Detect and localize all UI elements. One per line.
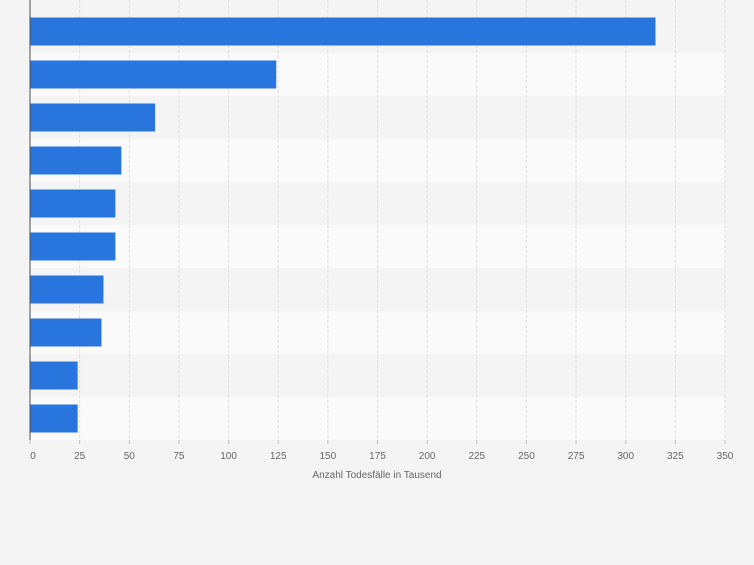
x-tick-label: 225 <box>468 451 485 462</box>
x-axis-title: Anzahl Todesfälle in Tausend <box>312 470 441 481</box>
x-tick-label: 250 <box>518 451 535 462</box>
x-tick-label: 0 <box>30 451 36 462</box>
bar <box>30 232 116 261</box>
x-tick-label: 150 <box>320 451 337 462</box>
x-tick-label: 275 <box>568 451 585 462</box>
x-tick-label: 25 <box>74 451 86 462</box>
bar <box>30 318 102 347</box>
bar <box>30 17 656 46</box>
bar <box>30 103 156 132</box>
row-band <box>30 397 725 440</box>
bars <box>30 17 656 433</box>
gridlines <box>79 0 726 440</box>
x-tick-label: 175 <box>369 451 386 462</box>
row-band <box>30 268 725 311</box>
bar <box>30 404 78 433</box>
axes <box>29 0 726 444</box>
x-tick-label: 125 <box>270 451 287 462</box>
bar <box>30 189 116 218</box>
bar <box>30 361 78 390</box>
bar <box>30 275 104 304</box>
x-tick-label: 100 <box>220 451 237 462</box>
x-tick-label: 50 <box>124 451 136 462</box>
x-tick-label: 75 <box>173 451 185 462</box>
row-band <box>30 182 725 225</box>
bar <box>30 60 277 89</box>
x-tick-label: 200 <box>419 451 436 462</box>
x-tick-labels: 0 25 50 75 100 125 150 175 200 225 250 275 300 325 350 <box>30 451 734 462</box>
x-tick-label: 300 <box>617 451 634 462</box>
x-tick-label: 325 <box>667 451 684 462</box>
x-tick-label: 350 <box>717 451 734 462</box>
bar <box>30 146 122 175</box>
